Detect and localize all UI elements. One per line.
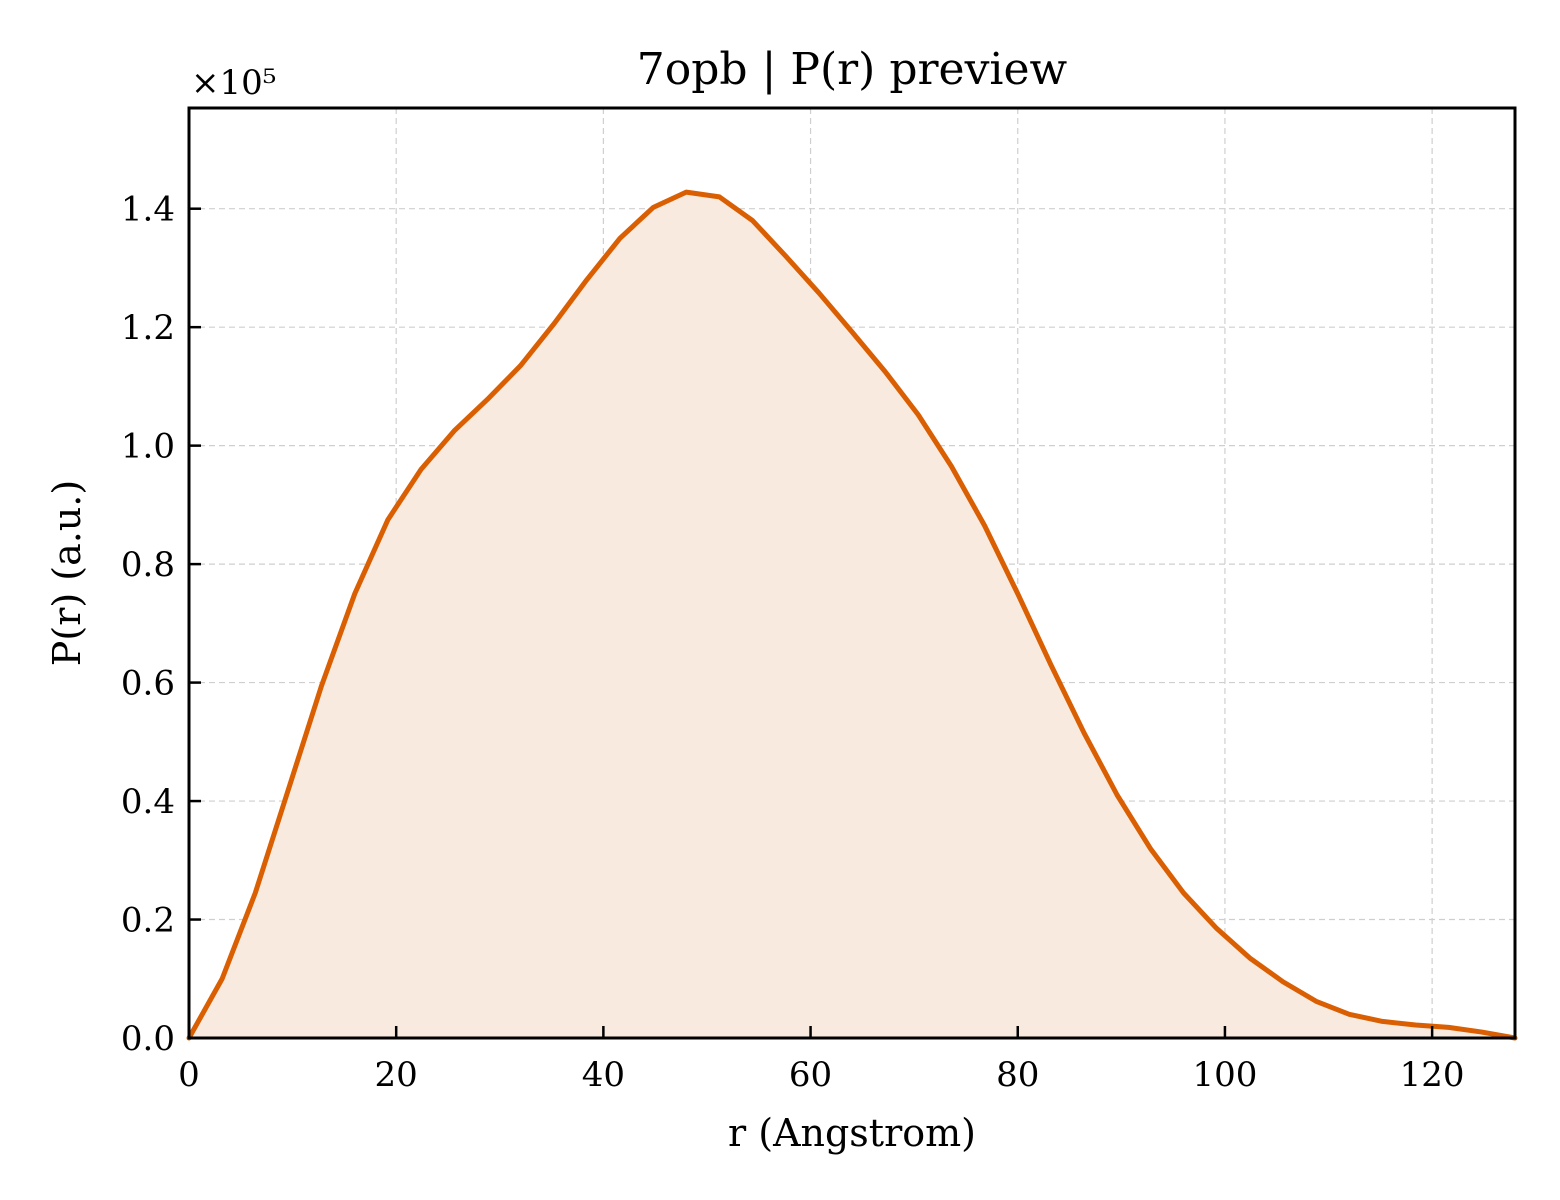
y-axis-label: P(r) (a.u.) xyxy=(45,480,89,666)
pr-series-line xyxy=(186,189,1518,1041)
y-tick-label: 1.2 xyxy=(121,308,175,348)
y-tick-label: 0.0 xyxy=(121,1019,175,1059)
y-tick-label: 0.4 xyxy=(121,782,175,822)
x-tick-label: 40 xyxy=(582,1055,625,1095)
y-axis: 0.0 0.2 0.4 0.6 0.8 1.0 1.2 1.4 xyxy=(121,190,201,1059)
x-tick-label: 120 xyxy=(1400,1055,1465,1095)
pr-area-fill xyxy=(189,192,1515,1039)
chart-title: 7opb | P(r) preview xyxy=(637,44,1068,95)
y-offset-label: ×10⁵ xyxy=(191,63,276,103)
y-tick-label: 1.4 xyxy=(121,190,175,230)
y-tick-label: 1.0 xyxy=(121,427,175,467)
x-tick-label: 100 xyxy=(1192,1055,1257,1095)
x-tick-label: 20 xyxy=(375,1055,418,1095)
x-tick-label: 80 xyxy=(996,1055,1039,1095)
x-axis: 0 20 40 60 80 100 120 xyxy=(178,1026,1465,1095)
y-tick-label: 0.2 xyxy=(121,901,175,941)
y-tick-label: 0.6 xyxy=(121,664,175,704)
x-tick-label: 60 xyxy=(789,1055,832,1095)
plot-frame xyxy=(187,106,1517,1040)
y-tick-label: 0.8 xyxy=(121,545,175,585)
x-axis-label: r (Angstrom) xyxy=(728,1111,976,1155)
x-tick-label: 0 xyxy=(178,1055,200,1095)
